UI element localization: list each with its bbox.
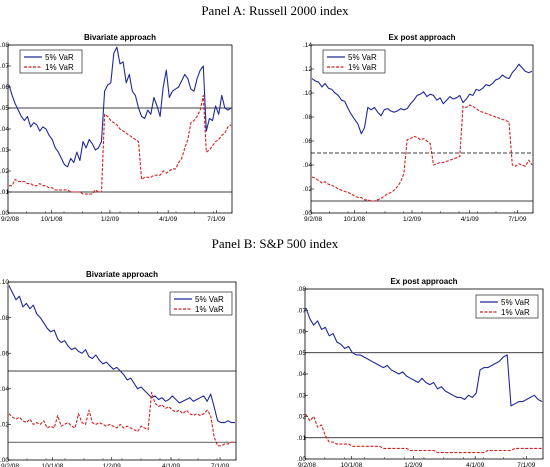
legend-label: 5% VaR: [501, 298, 530, 307]
x-tick-label: 7/1/09: [211, 463, 229, 467]
chart-russell-expost: Ex post approach .00 .02 .04 .06 .08 .10 .12 .14…: [303, 33, 534, 223]
x-tick-label: 10/1/08: [41, 216, 63, 223]
chart-sp500-bivariate: Bivariate approach .00 .02 .04 .06 .08 .10 9/2/…: [0, 270, 237, 467]
y-tick-label: .05: [0, 105, 9, 112]
x-tick-label: 9/2/08: [1, 463, 19, 467]
x-tick-label: 1/2/09: [403, 216, 421, 223]
x-tick-label: 9/2/08: [1, 216, 19, 223]
series-line-5pct-var: [305, 307, 543, 407]
y-tick-label: .05: [297, 350, 306, 357]
legend-label: 5% VaR: [348, 53, 377, 62]
y-tick-label: .10: [303, 90, 312, 97]
y-tick-label: .01: [0, 189, 9, 196]
y-tick-label: .04: [0, 126, 9, 133]
y-tick-label: .02: [303, 186, 312, 193]
chart-title: Ex post approach: [388, 33, 455, 42]
chart-russell-bivariate: Bivariate approach .00 .01 .02 .03 .04 .05 .06.…: [0, 33, 233, 223]
x-tick-label: 1/2/09: [103, 463, 121, 467]
legend-label: 1% VaR: [45, 63, 74, 72]
x-tick-label: 9/2/08: [304, 216, 322, 223]
x-tick-label: 4/1/09: [461, 216, 479, 223]
y-tick-label: .14: [303, 42, 312, 49]
y-tick-label: .00: [0, 457, 9, 464]
series-line-5pct-var: [311, 63, 533, 135]
y-tick-label: .12: [303, 66, 312, 73]
y-tick-label: .00: [303, 210, 312, 217]
y-tick-label: .08: [303, 114, 312, 121]
x-tick-label: 9/2/08: [298, 462, 316, 467]
legend-label: 1% VaR: [195, 305, 224, 314]
panel-a-title: Panel A: Russell 2000 index: [201, 3, 349, 18]
y-tick-label: .06: [0, 84, 9, 91]
legend-label: 5% VaR: [45, 53, 74, 62]
x-tick-label: 7/1/09: [207, 216, 225, 223]
x-tick-label: 7/1/09: [508, 216, 526, 223]
legend-label: 1% VaR: [501, 308, 530, 317]
y-tick-label: .06: [0, 350, 9, 357]
y-tick-label: .00: [297, 456, 306, 463]
y-tick-label: .04: [297, 371, 306, 378]
y-tick-label: .07: [0, 63, 9, 70]
y-tick-label: .02: [297, 414, 306, 421]
y-tick-label: .04: [303, 162, 312, 169]
x-tick-label: 4/1/09: [466, 462, 484, 467]
legend-label: 1% VaR: [348, 63, 377, 72]
chart-title: Ex post approach: [390, 277, 457, 286]
legend-label: 5% VaR: [195, 295, 224, 304]
x-tick-label: 10/1/08: [341, 462, 363, 467]
x-tick-label: 4/1/09: [162, 463, 180, 467]
y-tick-label: .03: [0, 147, 9, 154]
y-tick-label: .03: [297, 392, 306, 399]
y-tick-label: .02: [0, 422, 9, 429]
chart-title: Bivariate approach: [84, 33, 156, 42]
y-tick-label: .07: [297, 307, 306, 314]
series-line-1pct-var: [311, 104, 533, 202]
series-line-1pct-var: [9, 94, 232, 195]
x-tick-label: 7/1/09: [517, 462, 535, 467]
y-tick-label: .06: [297, 329, 306, 336]
chart-title: Bivariate approach: [86, 270, 158, 279]
y-tick-label: .10: [0, 279, 9, 286]
y-tick-label: .00: [0, 210, 9, 217]
series-line-1pct-var: [305, 414, 542, 454]
y-tick-label: .06: [303, 138, 312, 145]
y-tick-label: .08: [0, 315, 9, 322]
x-tick-label: 4/1/09: [159, 216, 177, 223]
y-tick-label: .04: [0, 386, 9, 393]
y-tick-label: .01: [297, 435, 306, 442]
x-tick-label: 1/2/09: [404, 462, 422, 467]
y-tick-label: .08: [0, 42, 9, 49]
series-line-1pct-var: [8, 391, 235, 447]
panel-b-title: Panel B: S&P 500 index: [211, 236, 339, 251]
y-tick-label: .02: [0, 168, 9, 175]
x-tick-label: 10/1/08: [42, 463, 64, 467]
series-line-5pct-var: [8, 285, 235, 424]
y-tick-label: .08: [297, 286, 306, 293]
series-line-5pct-var: [8, 46, 232, 168]
chart-sp500-expost: Ex post approach .00 .01 .02 .03 .04 .05 .06 .07…: [297, 277, 544, 467]
x-tick-label: 10/1/08: [343, 216, 365, 223]
x-tick-label: 1/2/09: [101, 216, 119, 223]
